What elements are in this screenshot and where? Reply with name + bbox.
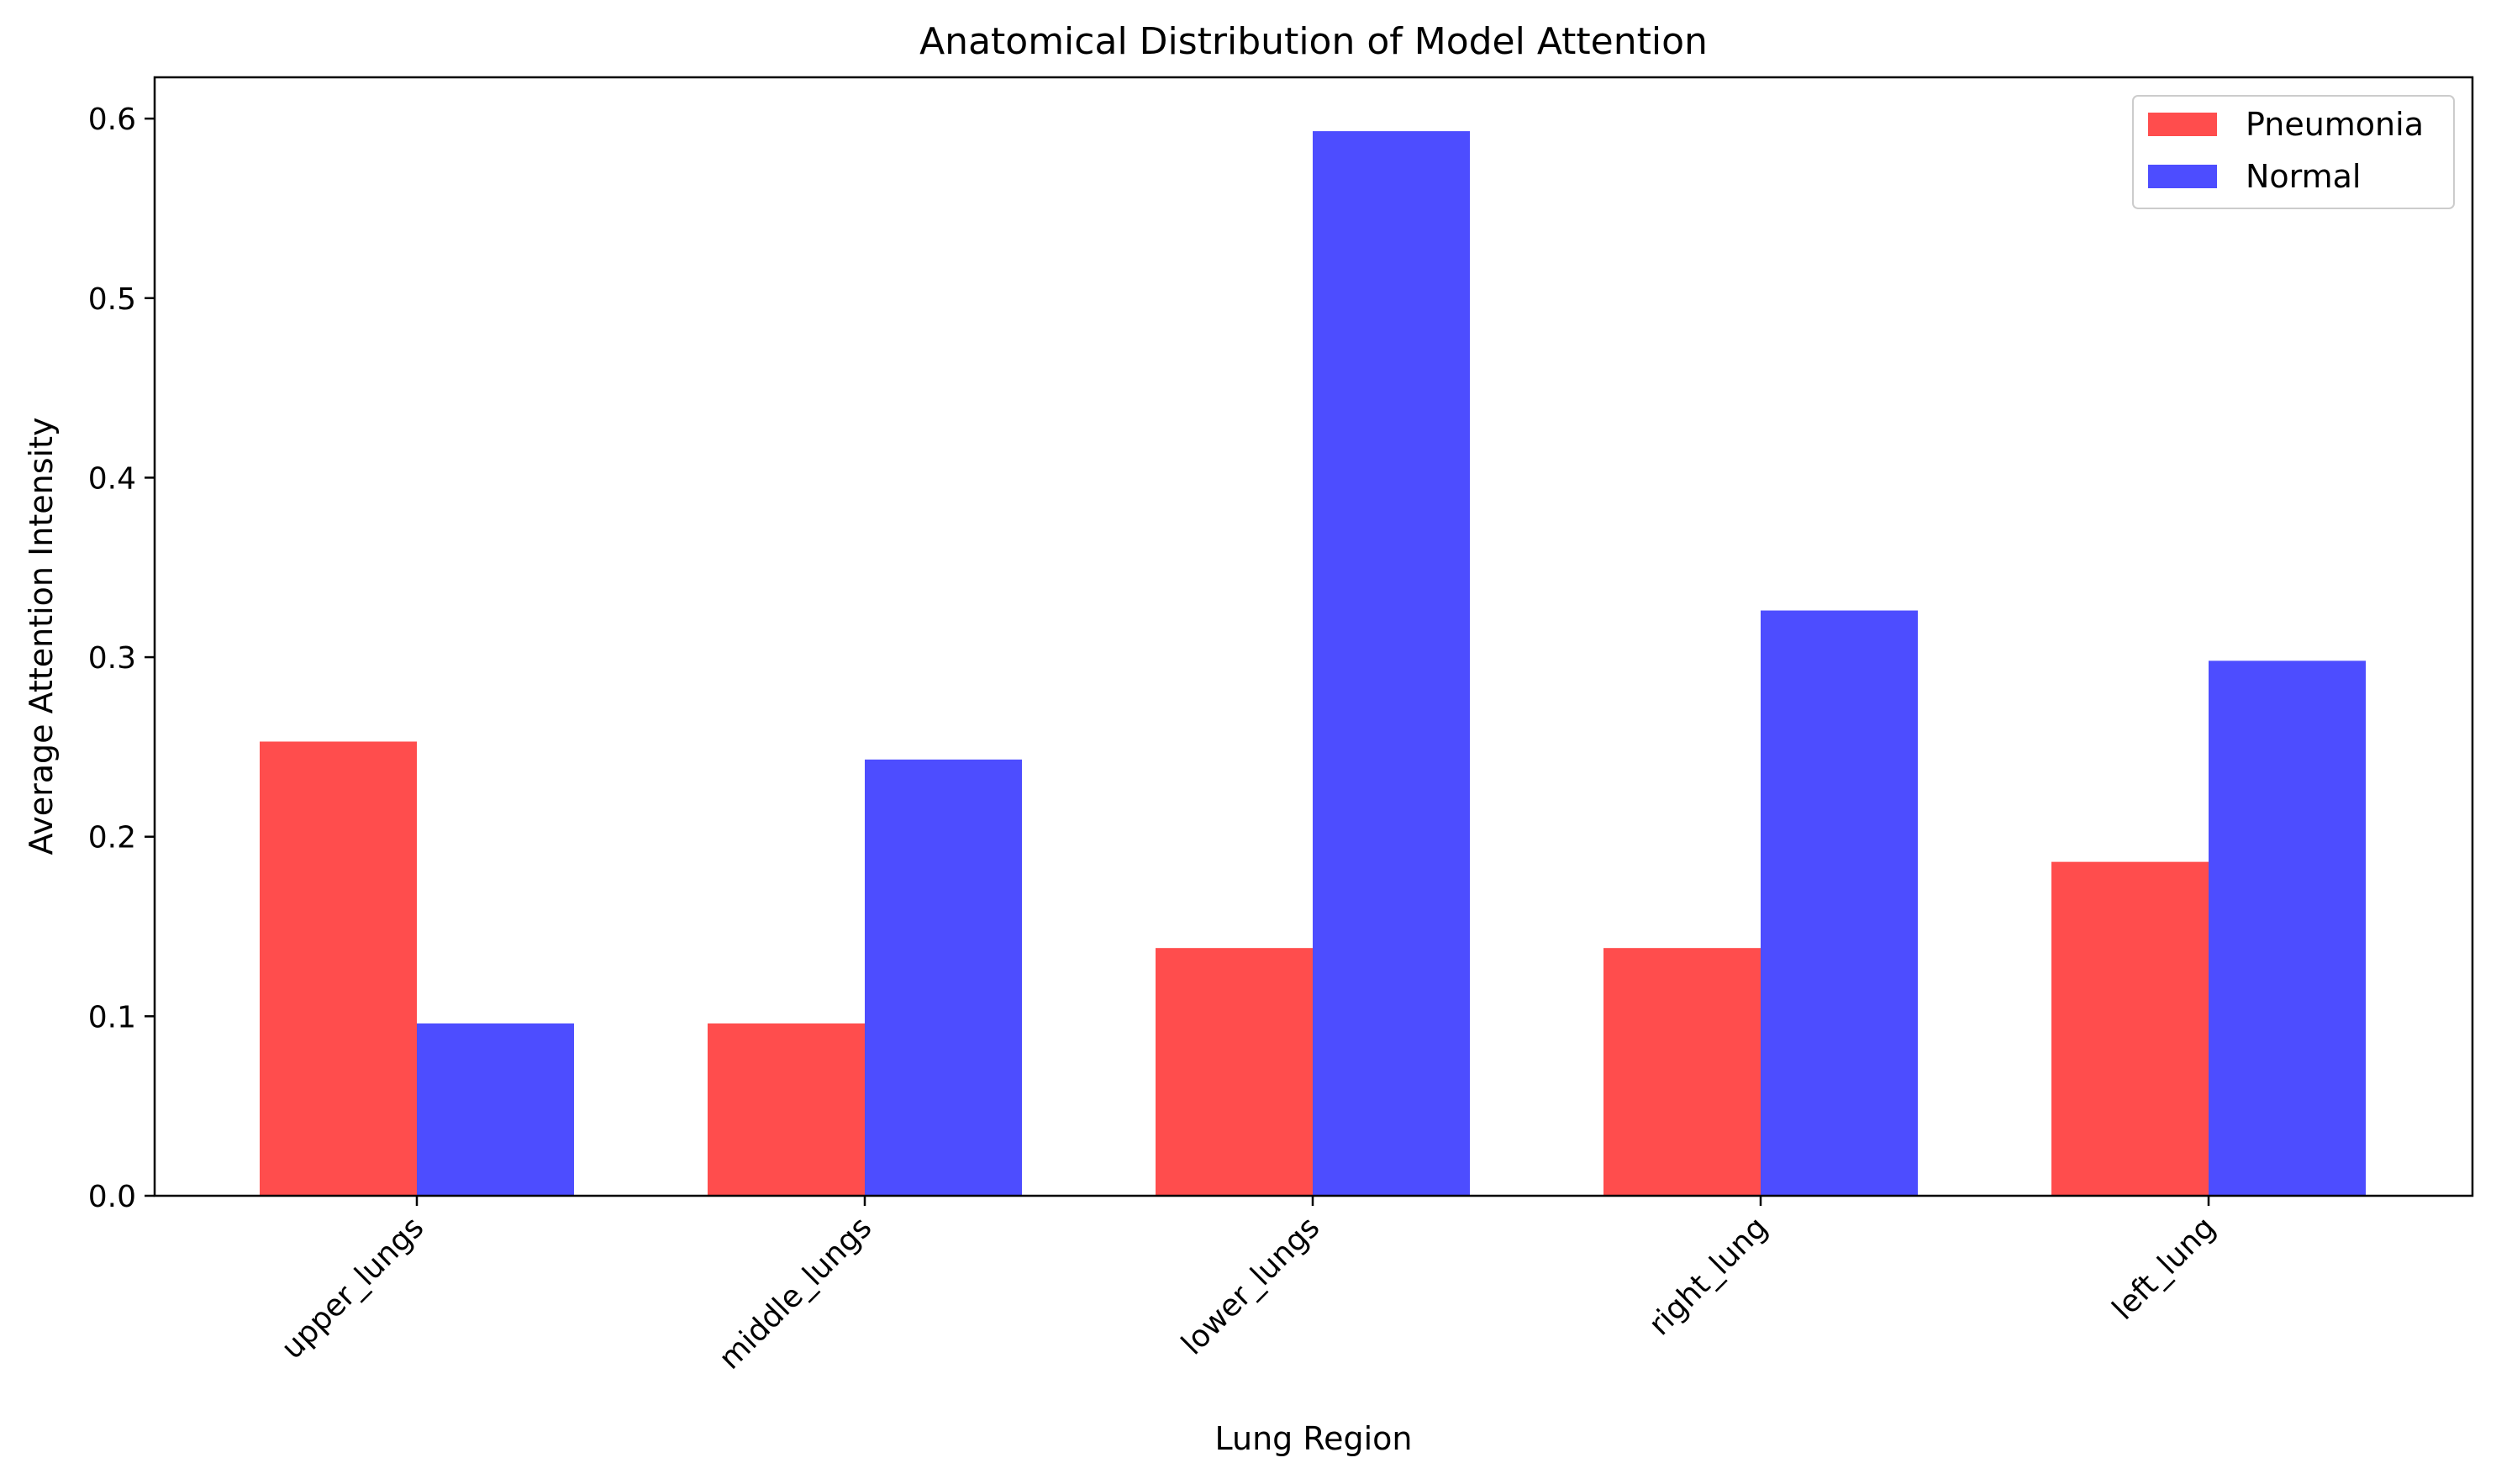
x-tick-label: right_lung <box>1642 1210 1774 1342</box>
legend: Pneumonia Normal <box>2132 95 2455 209</box>
y-tick-label: 0.3 <box>88 641 136 676</box>
bar-normal-left-lung <box>2209 660 2366 1196</box>
plot-frame <box>153 76 2474 1197</box>
y-tick-label: 0.5 <box>88 282 136 317</box>
legend-label-pneumonia: Pneumonia <box>2246 106 2424 143</box>
legend-swatch-pneumonia <box>2148 113 2217 136</box>
x-tick-label: lower_lungs <box>1175 1210 1326 1361</box>
bar-pneumonia-upper-lungs <box>260 741 417 1196</box>
y-tick-label: 0.0 <box>88 1180 136 1214</box>
y-tick-label: 0.4 <box>88 461 136 496</box>
bar-normal-right-lung <box>1761 610 1918 1196</box>
bar-group <box>260 131 2366 1196</box>
x-tick-label: left_lung <box>2106 1210 2222 1326</box>
y-axis-label: Average Attention Intensity <box>23 418 60 855</box>
chart-title: Anatomical Distribution of Model Attenti… <box>919 20 1708 63</box>
y-tick-label: 0.1 <box>88 1000 136 1034</box>
legend-label-normal: Normal <box>2246 158 2362 195</box>
bar-normal-middle-lungs <box>865 759 1022 1196</box>
bar-pneumonia-middle-lungs <box>708 1023 865 1196</box>
x-axis-label: Lung Region <box>1215 1420 1413 1457</box>
bar-normal-upper-lungs <box>417 1023 574 1196</box>
legend-swatch-normal <box>2148 165 2217 188</box>
x-tick-label: middle_lungs <box>713 1210 878 1376</box>
bar-pneumonia-lower-lungs <box>1156 948 1313 1196</box>
y-tick-label: 0.2 <box>88 821 136 855</box>
y-tick-label: 0.6 <box>88 103 136 137</box>
x-tick-label: upper_lungs <box>275 1210 430 1366</box>
y-axis: 0.0 0.1 0.2 0.3 0.4 0.5 0.6 <box>88 103 155 1214</box>
bar-normal-lower-lungs <box>1313 131 1470 1196</box>
bar-pneumonia-right-lung <box>1603 948 1761 1196</box>
bar-pneumonia-left-lung <box>2051 861 2209 1196</box>
x-axis: upper_lungs middle_lungs lower_lungs right_… <box>275 1196 2222 1376</box>
